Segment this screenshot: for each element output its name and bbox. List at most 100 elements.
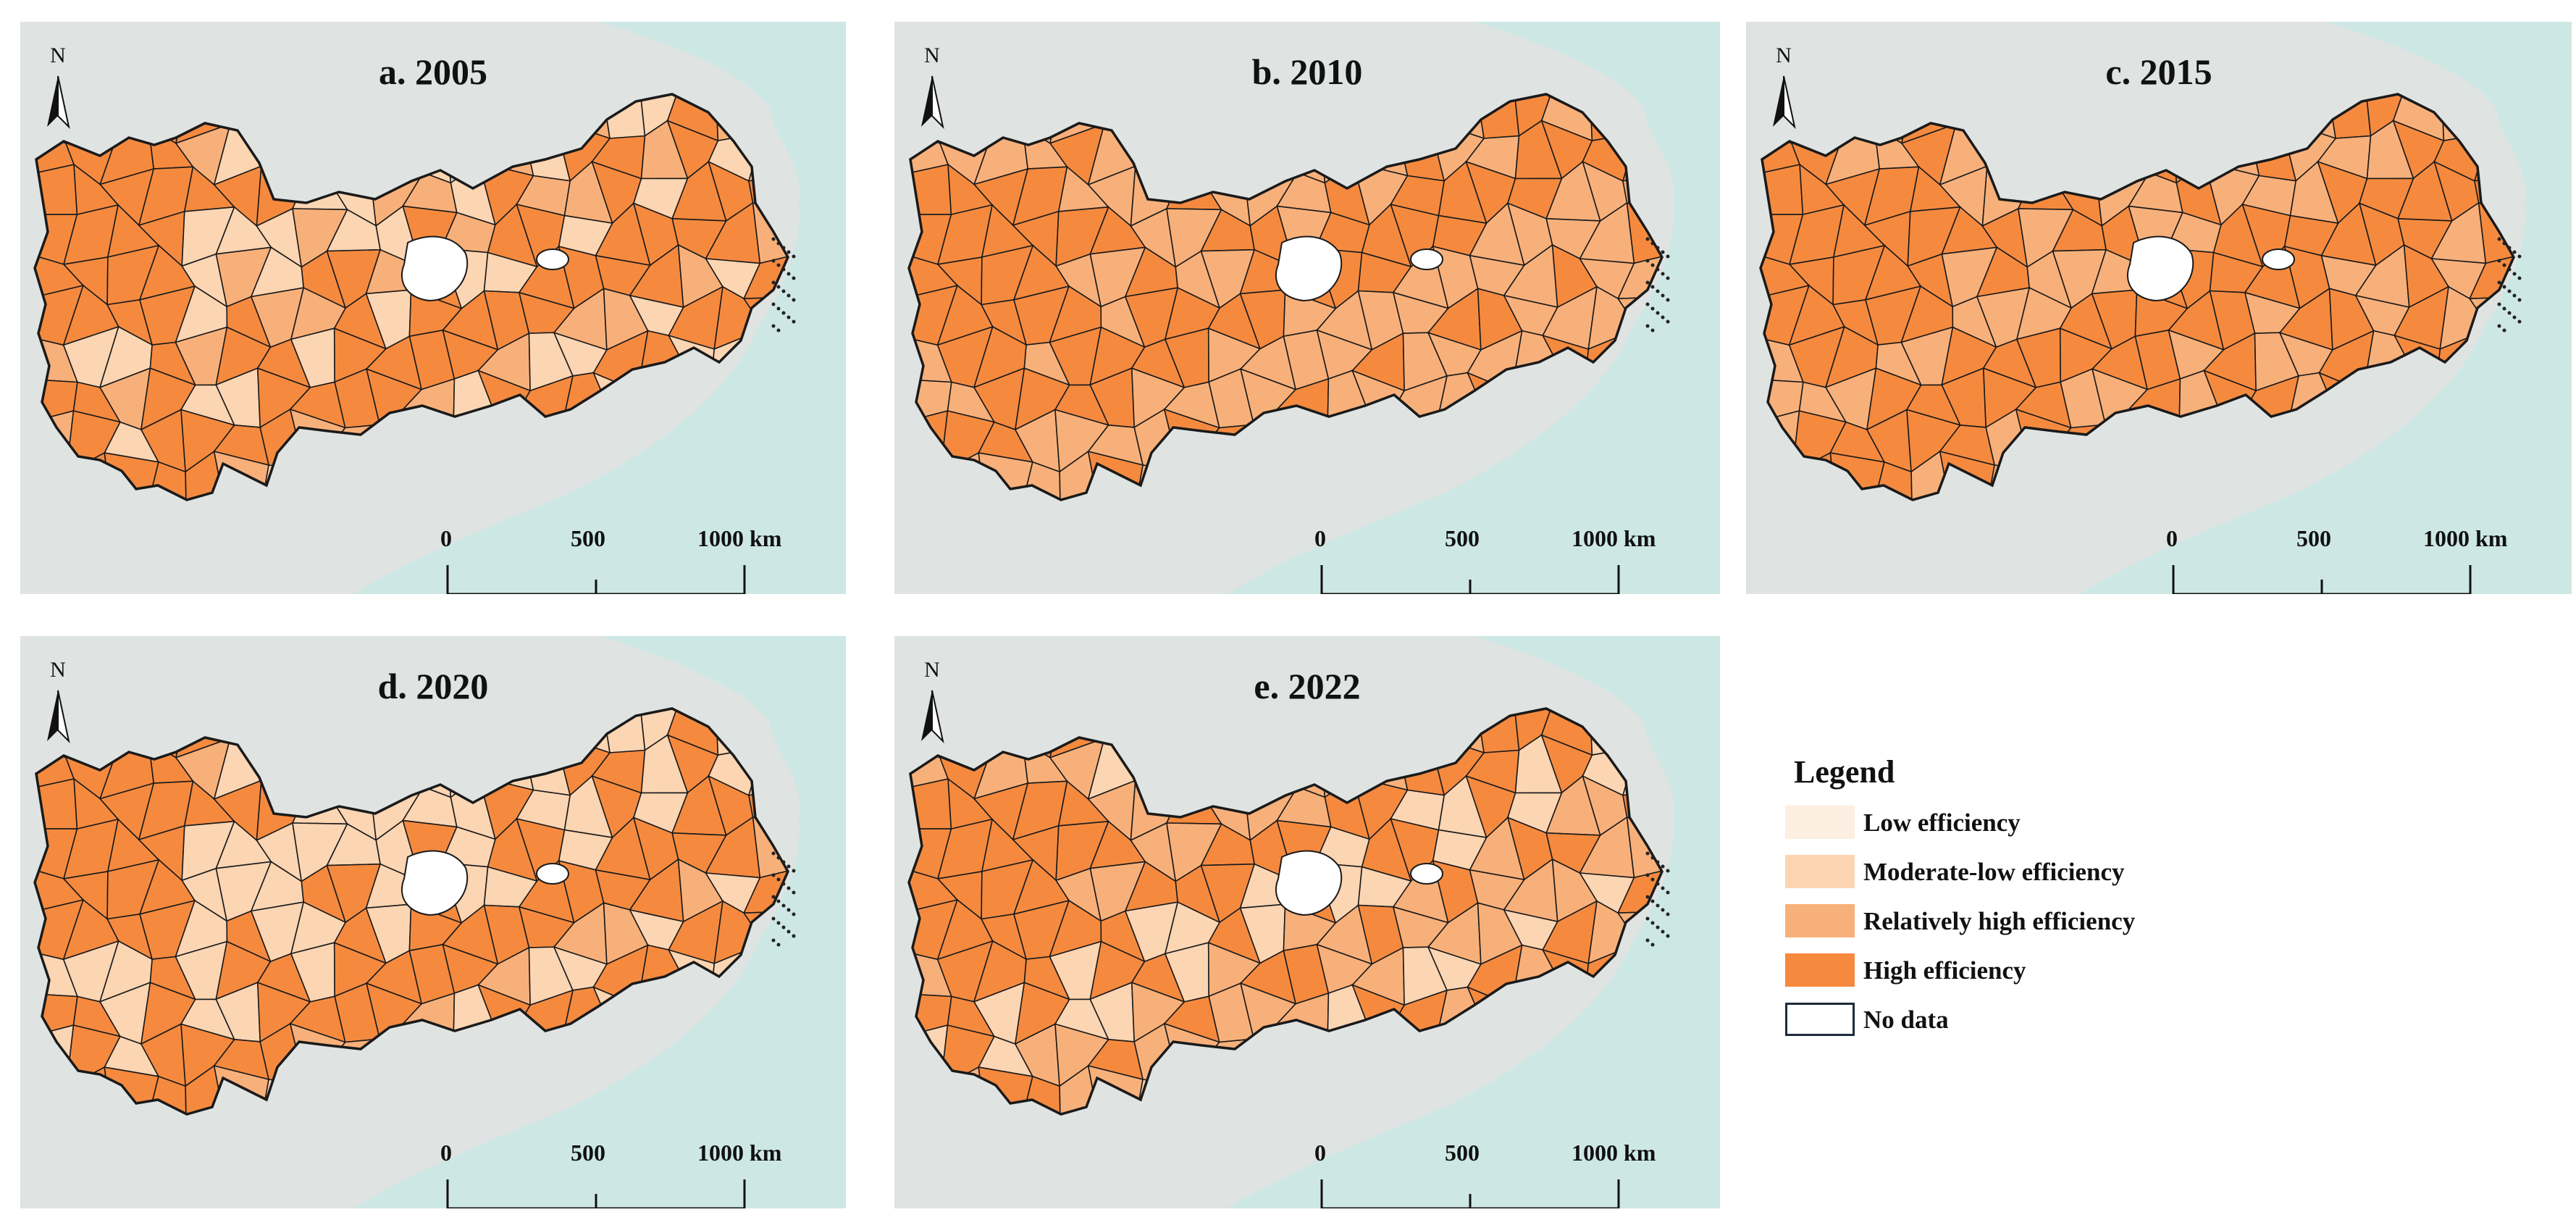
no-data-region (1410, 248, 1443, 270)
legend-swatch (1785, 953, 1855, 987)
scale-bar: 0 500 1000 km (426, 525, 788, 594)
region-outline (33, 707, 789, 1116)
choropleth-map (894, 636, 1720, 1208)
legend-item-relatively-high: Relatively high efficiency (1785, 904, 2234, 940)
legend-swatch (1785, 904, 1855, 937)
region-outline (1759, 93, 2515, 501)
legend-label: Relatively high efficiency (1863, 907, 2136, 935)
scale-label-0: 0 (2166, 525, 2178, 551)
legend-label: No data (1863, 1006, 1949, 1034)
island-dot (1656, 903, 1660, 908)
sea-area (2079, 22, 2572, 594)
island-dot (1650, 856, 1655, 860)
north-label: N (924, 43, 940, 67)
island-dot (1666, 319, 1670, 324)
north-label: N (50, 43, 66, 67)
map-panel-2010: b. 2010 N 0 500 1000 km (894, 22, 1720, 594)
panel-title: d. 2020 (377, 666, 489, 706)
island-dot (781, 289, 786, 293)
no-data-region (536, 248, 569, 270)
island-dot (2502, 241, 2506, 246)
legend-title: Legend (1794, 754, 1895, 790)
panel-title: c. 2015 (2105, 51, 2212, 92)
island-dot (1656, 860, 1660, 864)
no-data-region (400, 850, 469, 916)
map-panel-2020: d. 2020 N 0 500 1000 km (20, 636, 846, 1208)
north-label: N (1776, 43, 1792, 67)
island-dot (792, 276, 796, 280)
island-dot (786, 929, 791, 934)
scale-label-1000: 1000 km (1572, 525, 1656, 551)
island-dot (2497, 302, 2501, 306)
island-dot (1666, 254, 1670, 259)
island-dot (1645, 237, 1650, 241)
legend-item-moderate-low: Moderate-low efficiency (1785, 855, 2234, 891)
island-dot (1661, 908, 1665, 912)
island-dot (792, 934, 796, 938)
no-data-region (1275, 235, 1343, 302)
island-dot (1666, 934, 1670, 938)
no-data-region (536, 863, 569, 885)
island-dot (786, 250, 791, 254)
island-dot (786, 272, 791, 276)
legend-swatch (1785, 855, 1855, 888)
island-dot (771, 324, 776, 328)
island-dot (771, 237, 776, 241)
island-dot (1656, 311, 1660, 315)
island-dot (776, 306, 781, 311)
island-dot (1645, 259, 1650, 263)
island-dot (1645, 873, 1650, 877)
choropleth-map (20, 636, 846, 1208)
island-dot (2507, 267, 2512, 272)
scale-label-500: 500 (1445, 1140, 1480, 1166)
no-data-region (1410, 863, 1443, 885)
island-dot (2512, 293, 2517, 298)
scale-label-500: 500 (1445, 525, 1480, 551)
island-dot (2507, 289, 2512, 293)
panel-title: e. 2022 (1254, 666, 1361, 706)
north-arrow-icon: N (36, 43, 80, 138)
island-dot (781, 246, 786, 250)
island-dot (786, 864, 791, 869)
scale-label-1000: 1000 km (2423, 525, 2508, 551)
north-arrow-icon: N (1762, 43, 1805, 138)
island-dot (776, 285, 781, 289)
island-dot (792, 869, 796, 873)
island-dot (776, 263, 781, 267)
scale-label-0: 0 (1314, 525, 1326, 551)
island-dot (1661, 250, 1665, 254)
legend-label: Low efficiency (1863, 809, 2021, 837)
island-dot (2502, 263, 2506, 267)
island-dot (1656, 289, 1660, 293)
island-dot (1661, 272, 1665, 276)
island-dot (771, 873, 776, 877)
scale-label-1000: 1000 km (1572, 1140, 1656, 1166)
island-dot (1645, 324, 1650, 328)
scale-bar: 0 500 1000 km (2152, 525, 2514, 594)
island-dot (2497, 259, 2501, 263)
no-data-region (2126, 235, 2194, 302)
island-dot (1661, 315, 1665, 319)
north-arrow-icon: N (910, 43, 954, 138)
island-dot (771, 895, 776, 899)
island-dot (1666, 869, 1670, 873)
island-dot (1645, 895, 1650, 899)
legend-item-no-data: No data (1785, 1003, 2234, 1039)
scale-label-1000: 1000 km (697, 525, 782, 551)
island-dot (781, 311, 786, 315)
island-dot (1666, 912, 1670, 916)
legend-item-low: Low efficiency (1785, 806, 2234, 842)
island-dot (771, 302, 776, 306)
scale-label-500: 500 (571, 1140, 605, 1166)
choropleth-map (894, 22, 1720, 594)
map-panel-2005: a. 2005 N 0 500 1000 km (20, 22, 846, 594)
island-dot (781, 925, 786, 929)
island-dot (1666, 298, 1670, 302)
legend-swatch (1785, 1003, 1855, 1036)
scale-label-500: 500 (2296, 525, 2331, 551)
island-dot (792, 254, 796, 259)
island-dot (1650, 899, 1655, 903)
island-dot (2517, 276, 2522, 280)
island-dot (2507, 246, 2512, 250)
island-dot (1645, 851, 1650, 856)
